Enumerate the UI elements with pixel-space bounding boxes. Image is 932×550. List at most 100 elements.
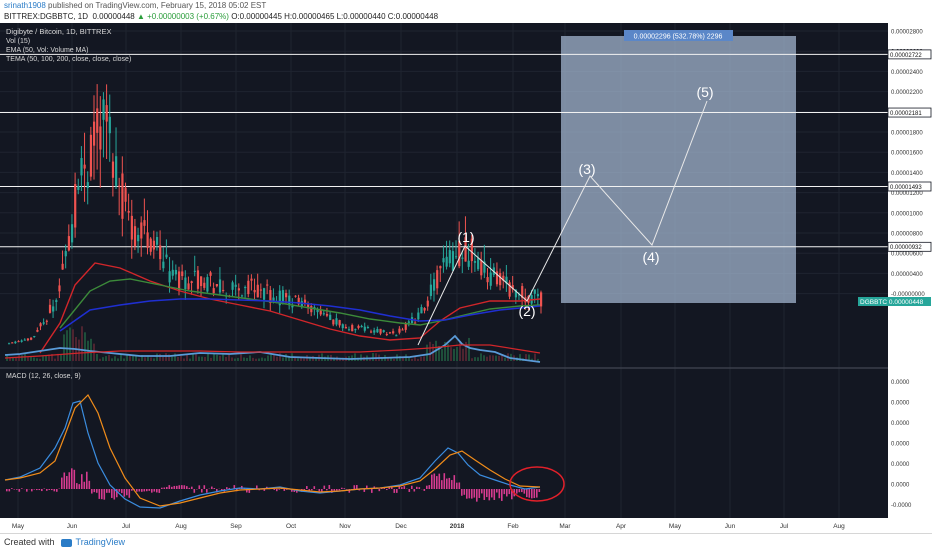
macd-histogram-bar [318, 489, 321, 492]
macd-histogram-bar [13, 489, 16, 490]
volume-bar [219, 355, 221, 361]
candle-body [52, 306, 55, 312]
tradingview-link[interactable]: TradingView [75, 537, 126, 547]
legend-ema: EMA (50, Vol: Volume MA) [6, 47, 88, 54]
macd-histogram-bar [161, 487, 163, 489]
volume-bar [399, 355, 401, 361]
macd-histogram-bar [468, 489, 471, 499]
candle-body [382, 330, 385, 333]
level-tag-bg [887, 49, 932, 60]
macd-histogram-bar [356, 485, 358, 489]
macd-histogram-bar [133, 489, 136, 490]
volume-bar [12, 357, 14, 361]
volume-bar [189, 358, 191, 361]
candle-body [360, 325, 363, 328]
macd-histogram-bar [66, 476, 68, 489]
candle-body [467, 260, 470, 267]
time-axis-label: Nov [339, 523, 351, 530]
candle-body [291, 305, 294, 308]
candle-body [351, 325, 354, 332]
candle-body [83, 164, 86, 169]
candle-body [401, 329, 404, 331]
time-axis-label: Mar [559, 523, 571, 530]
tema-red-line [4, 344, 541, 359]
volume-bar [492, 355, 494, 361]
macd-histogram-bar [168, 485, 171, 489]
volume-bar [486, 356, 488, 361]
volume-bar [198, 356, 200, 361]
macd-histogram-bar [141, 489, 143, 492]
time-axis-label: Jul [122, 523, 131, 530]
candle-body [39, 323, 42, 327]
macd-histogram-bar [78, 484, 81, 489]
macd-histogram-bar [371, 489, 373, 493]
volume-bar [360, 354, 362, 361]
macd-histogram-bar [256, 485, 258, 489]
candle-body [11, 342, 14, 344]
macd-histogram-bar [493, 489, 496, 500]
level-tag-bg [887, 107, 932, 118]
macd-histogram-bar [396, 489, 398, 493]
macd-histogram-bar [461, 489, 463, 496]
candle-body [445, 256, 448, 267]
candle-body [470, 238, 473, 262]
ohlc-values: O:0.00000445 H:0.00000465 L:0.00000440 C… [231, 12, 439, 21]
volume-bar [534, 353, 536, 361]
macd-highlight-circle [509, 466, 565, 502]
candle-body [508, 282, 511, 297]
macd-histogram-bar [176, 485, 178, 489]
candle-body [407, 321, 410, 323]
candle-body [8, 343, 11, 345]
macd-histogram-bar [326, 489, 328, 491]
author-link[interactable]: srinath1908 [4, 1, 46, 10]
volume-bar [282, 357, 284, 361]
chart-canvas[interactable]: 0.00002296 (532.78%) 2296 (1) (2) (3) (4… [0, 23, 932, 533]
macd-histogram-bar [188, 487, 191, 489]
candle-body [398, 328, 401, 333]
candle-body [20, 340, 23, 342]
time-axis-label: Apr [616, 523, 627, 530]
measure-box [561, 36, 796, 303]
macd-histogram-bar [61, 477, 63, 489]
macd-histogram-bar [123, 489, 126, 497]
candle-body [111, 161, 115, 178]
macd-histogram-bar [383, 488, 386, 489]
candle-body [473, 261, 477, 263]
volume-bar [447, 344, 449, 361]
macd-histogram-bar [246, 489, 248, 493]
candle-body [404, 323, 407, 330]
candle-body [200, 276, 203, 287]
candle-body [417, 312, 420, 320]
volume-bar [354, 353, 356, 361]
candle-body [514, 289, 518, 298]
price-axis-label: 0.00001000 [891, 211, 923, 217]
macd-histogram-bar [348, 489, 351, 493]
macd-axis-bg [888, 368, 932, 518]
volume-bar [390, 357, 392, 361]
macd-histogram-bar [363, 489, 366, 492]
candle-body [48, 304, 52, 313]
volume-bar [285, 353, 287, 361]
macd-histogram-bar [506, 489, 508, 497]
macd-histogram-bar [53, 489, 56, 492]
volume-bar [270, 354, 272, 361]
candle-body [373, 330, 376, 333]
price-axis-label: 0.00001400 [891, 171, 923, 177]
macd-histogram-bar [338, 489, 341, 491]
candle-body [218, 279, 222, 293]
volume-bar [141, 355, 143, 361]
macd-histogram-bar [443, 473, 446, 489]
macd-histogram-bar [106, 489, 108, 493]
measure-label: 0.00002296 (532.78%) 2296 [634, 34, 723, 41]
macd-histogram-bar [48, 489, 51, 490]
volume-bar [501, 355, 503, 361]
macd-histogram-bar [403, 486, 406, 489]
footer: Created with TradingView [0, 533, 932, 550]
candlesticks [8, 84, 543, 345]
macd-histogram-bar [71, 468, 73, 489]
candle-body [436, 270, 439, 289]
candle-body [118, 185, 121, 187]
candle-body [190, 281, 193, 283]
macd-histogram-bar [98, 489, 101, 499]
candle-body [385, 334, 388, 336]
